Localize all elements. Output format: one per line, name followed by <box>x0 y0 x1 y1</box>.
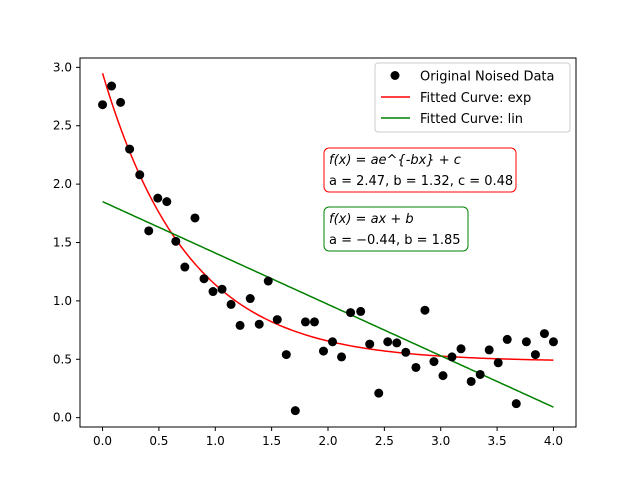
data-point <box>300 317 310 327</box>
data-point <box>438 371 448 381</box>
data-point <box>548 337 558 347</box>
y-tick-label: 1.5 <box>53 236 72 250</box>
x-tick-label: 3.0 <box>431 434 450 448</box>
x-tick-label: 0.0 <box>93 434 112 448</box>
data-point <box>226 299 236 309</box>
annotation-lin-box <box>323 206 469 252</box>
data-point <box>356 306 366 316</box>
data-point <box>135 170 145 180</box>
data-point <box>290 406 300 416</box>
y-axis: 0.0 0.5 1.0 1.5 2.0 2.5 3.0 <box>53 60 80 425</box>
x-tick-label: 1.5 <box>262 434 281 448</box>
data-point <box>411 362 421 372</box>
x-tick-label: 2.5 <box>375 434 394 448</box>
data-point <box>107 81 117 91</box>
data-point <box>521 337 531 347</box>
legend: Original Noised Data Fitted Curve: exp F… <box>374 62 571 133</box>
data-point <box>217 284 227 294</box>
data-point <box>309 317 319 327</box>
data-point <box>328 337 338 347</box>
y-tick-label: 3.0 <box>53 60 72 74</box>
data-point <box>281 350 291 360</box>
data-point <box>466 376 476 386</box>
legend-label-lin: Fitted Curve: lin <box>420 112 523 127</box>
data-point <box>98 100 108 110</box>
annotation-lin-params: a = −0.44, b = 1.85 <box>329 233 461 248</box>
data-point <box>208 287 218 297</box>
annotation-exp: f(x) = ae^{-bx} + c a = 2.47, b = 1.32, … <box>323 147 517 193</box>
x-tick-label: 2.0 <box>318 434 337 448</box>
y-tick-label: 0.0 <box>53 411 72 425</box>
legend-box <box>374 62 571 133</box>
data-point <box>502 334 512 344</box>
x-axis: 0.0 0.5 1.0 1.5 2.0 2.5 3.0 3.5 4.0 <box>93 427 563 448</box>
y-tick-label: 2.0 <box>53 177 72 191</box>
data-point <box>447 352 457 362</box>
data-point <box>392 338 402 348</box>
annotation-exp-formula: f(x) = ae^{-bx} + c <box>329 153 461 168</box>
x-tick-label: 1.0 <box>206 434 225 448</box>
data-point <box>318 346 328 356</box>
data-point <box>475 369 485 379</box>
y-tick-label: 2.5 <box>53 119 72 133</box>
data-point <box>429 357 439 367</box>
y-tick-label: 0.5 <box>53 352 72 366</box>
data-point <box>190 213 200 223</box>
annotation-lin-formula: f(x) = ax + b <box>329 212 414 227</box>
data-point <box>162 197 172 207</box>
data-point <box>365 339 375 349</box>
legend-label-data: Original Noised Data <box>420 70 555 85</box>
data-point <box>254 319 264 329</box>
data-point <box>383 337 393 347</box>
data-point <box>245 294 255 304</box>
data-point <box>493 358 503 368</box>
annotation-exp-box <box>323 147 517 193</box>
x-tick-label: 4.0 <box>544 434 563 448</box>
data-point <box>374 388 384 398</box>
annotation-exp-params: a = 2.47, b = 1.32, c = 0.48 <box>329 174 513 189</box>
data-point <box>235 320 245 330</box>
data-point <box>272 315 282 325</box>
data-point <box>199 274 209 284</box>
data-point <box>401 347 411 357</box>
data-point <box>484 345 494 355</box>
x-tick-label: 0.5 <box>149 434 168 448</box>
data-point <box>337 352 347 362</box>
data-point <box>125 144 135 154</box>
data-point <box>511 399 521 409</box>
data-point <box>153 193 163 203</box>
data-point <box>144 226 154 236</box>
data-point <box>116 97 126 107</box>
scatter-points <box>98 81 558 416</box>
data-point <box>171 236 181 246</box>
legend-marker-data <box>390 71 400 80</box>
data-point <box>456 344 466 354</box>
data-point <box>263 276 273 286</box>
annotation-lin: f(x) = ax + b a = −0.44, b = 1.85 <box>323 206 469 252</box>
data-point <box>180 262 190 272</box>
data-point <box>346 308 356 318</box>
data-point <box>530 350 540 360</box>
data-point <box>539 329 549 339</box>
y-tick-label: 1.0 <box>53 294 72 308</box>
x-tick-label: 3.5 <box>488 434 507 448</box>
legend-label-exp: Fitted Curve: exp <box>420 91 531 106</box>
data-point <box>420 305 430 315</box>
